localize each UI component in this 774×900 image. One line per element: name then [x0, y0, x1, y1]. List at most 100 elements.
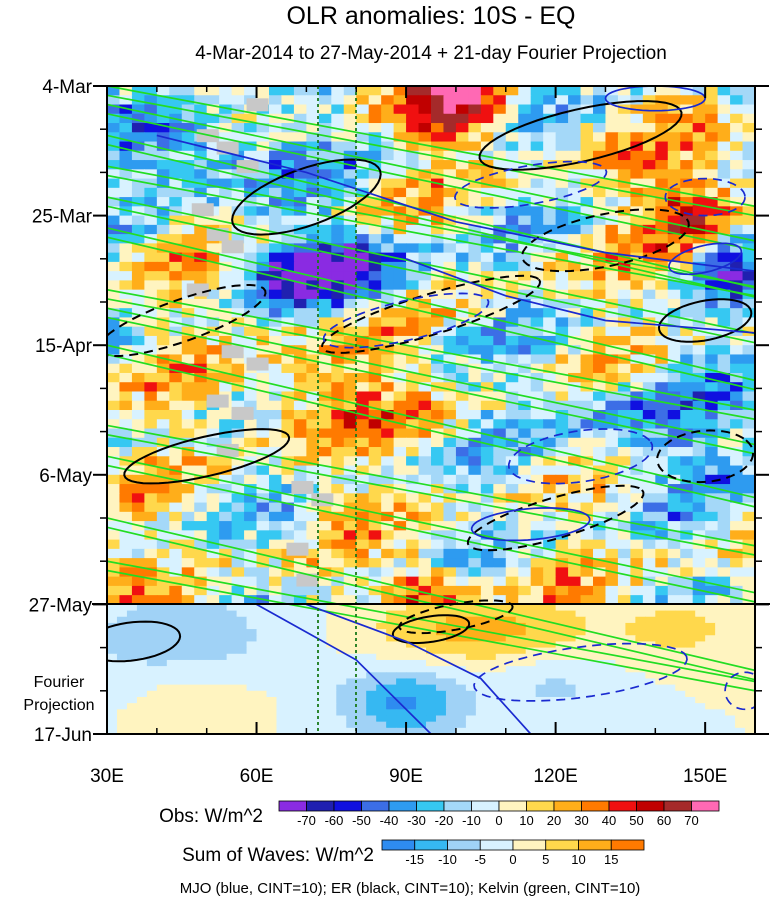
- obs-cell: [393, 511, 407, 522]
- obs-cell: [543, 271, 557, 281]
- projection-cell: [226, 604, 238, 612]
- projection-cell: [126, 715, 138, 723]
- obs-cell: [281, 215, 295, 226]
- obs-cell: [181, 447, 195, 457]
- projection-cell: [495, 709, 507, 717]
- obs-cell: [194, 474, 208, 485]
- projection-cell: [595, 690, 607, 698]
- projection-cell: [635, 684, 646, 692]
- obs-cell: [406, 484, 420, 494]
- obs-cell: [368, 354, 382, 365]
- obs-cell: [518, 363, 532, 374]
- obs-cell: [306, 243, 320, 254]
- obs-cell: [119, 261, 133, 272]
- projection-cell: [366, 727, 377, 734]
- obs-cell: [119, 95, 133, 106]
- obs-cell: [169, 576, 183, 587]
- obs-cell: [480, 576, 494, 587]
- obs-cell: [555, 234, 569, 244]
- obs-cell: [667, 261, 681, 272]
- projection-cell: [555, 659, 567, 667]
- obs-cell: [181, 382, 195, 393]
- obs-cell: [431, 132, 445, 143]
- obs-cell: [219, 289, 233, 300]
- obs-cell: [318, 160, 332, 170]
- obs-cell: [293, 530, 307, 541]
- obs-cell: [293, 252, 307, 263]
- projection-cell: [745, 703, 755, 710]
- projection-cell: [505, 622, 517, 630]
- obs-cell: [219, 261, 233, 272]
- projection-cell: [495, 684, 507, 692]
- obs-cell: [630, 234, 644, 244]
- obs-cell: [493, 521, 507, 531]
- obs-cell: [530, 354, 544, 365]
- obs-cell: [717, 234, 731, 244]
- projection-cell: [426, 647, 437, 655]
- obs-cell: [244, 132, 258, 143]
- obs-cell: [318, 354, 332, 365]
- projection-cell: [645, 727, 656, 734]
- obs-cell: [181, 567, 195, 578]
- projection-cell: [236, 684, 248, 692]
- projection-cell: [426, 635, 437, 643]
- obs-cell: [505, 548, 519, 559]
- projection-cell: [535, 604, 547, 612]
- obs-cell: [194, 150, 208, 161]
- projection-cell: [715, 629, 726, 636]
- obs-cell: [318, 585, 332, 596]
- obs-cell: [692, 95, 706, 106]
- obs-cell: [269, 298, 283, 309]
- obs-cell: [705, 150, 719, 161]
- obs-cell: [269, 95, 283, 106]
- obs-cell: [680, 576, 694, 587]
- obs-cell: [406, 511, 420, 522]
- obs-cell: [468, 335, 482, 346]
- projection-cell: [116, 672, 128, 680]
- obs-cell: [742, 206, 755, 217]
- obs-cell: [368, 197, 382, 207]
- obs-cell: [455, 447, 469, 457]
- projection-cell: [226, 622, 238, 630]
- obs-cell: [431, 150, 445, 161]
- kelvin-contour: [107, 560, 755, 683]
- projection-cell: [685, 610, 696, 618]
- obs-cell: [680, 567, 694, 578]
- obs-cell: [667, 187, 681, 198]
- projection-cell: [276, 635, 288, 643]
- obs-cell: [717, 206, 731, 217]
- obs-cell: [555, 410, 569, 420]
- projection-cell: [555, 666, 567, 673]
- obs-cell: [593, 197, 607, 207]
- obs-cell: [244, 123, 258, 133]
- obs-cell: [617, 141, 631, 152]
- obs-cell: [131, 474, 145, 485]
- obs-cell: [593, 382, 607, 393]
- obs-cell: [518, 567, 532, 578]
- obs-cell: [655, 372, 669, 383]
- projection-cell: [236, 659, 248, 667]
- projection-cell: [286, 610, 298, 618]
- projection-cell: [216, 604, 228, 612]
- projection-cell: [685, 684, 696, 692]
- obs-cell: [256, 419, 270, 430]
- projection-cell: [276, 622, 288, 630]
- obs-cell: [705, 437, 719, 448]
- colorbar-tick-label: 10: [571, 852, 585, 867]
- obs-cell: [406, 335, 420, 346]
- obs-cell: [318, 206, 332, 217]
- projection-cell: [585, 641, 597, 649]
- obs-cell: [580, 215, 594, 226]
- projection-cell: [495, 659, 507, 667]
- obs-cell: [518, 456, 532, 467]
- projection-cell: [625, 604, 636, 612]
- obs-cell: [256, 308, 270, 319]
- obs-cell: [568, 548, 582, 559]
- obs-cell: [144, 410, 158, 420]
- projection-cell: [615, 678, 626, 686]
- obs-cell: [667, 410, 681, 420]
- projection-cell: [266, 659, 278, 667]
- obs-cell: [194, 511, 208, 522]
- obs-cell: [306, 539, 320, 550]
- projection-cell: [615, 666, 626, 673]
